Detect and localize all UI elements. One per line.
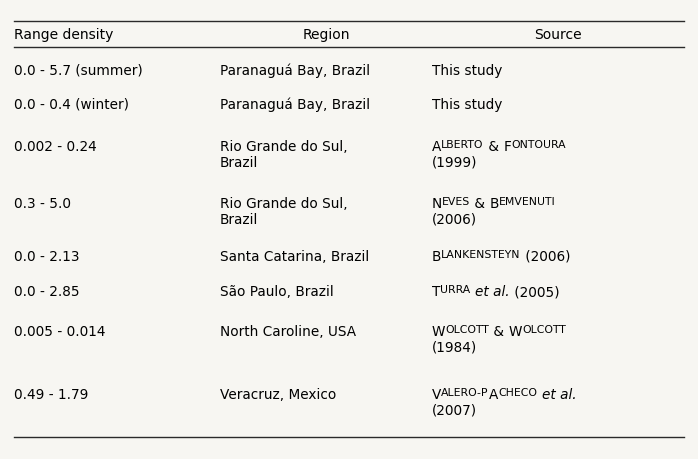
- Text: This study: This study: [432, 98, 503, 112]
- Text: Paranaguá Bay, Brazil: Paranaguá Bay, Brazil: [220, 64, 370, 78]
- Text: Rio Grande do Sul,: Rio Grande do Sul,: [220, 140, 348, 154]
- Text: (2006): (2006): [521, 249, 570, 263]
- Text: et al.: et al.: [542, 387, 577, 401]
- Text: Veracruz, Mexico: Veracruz, Mexico: [220, 387, 336, 401]
- Text: 0.0 - 2.13: 0.0 - 2.13: [14, 249, 80, 263]
- Text: (2005): (2005): [510, 285, 559, 298]
- Text: Rio Grande do Sul,: Rio Grande do Sul,: [220, 196, 348, 211]
- Text: W: W: [432, 325, 445, 338]
- Text: T: T: [432, 285, 440, 298]
- Text: North Caroline, USA: North Caroline, USA: [220, 325, 356, 338]
- Text: Santa Catarina, Brazil: Santa Catarina, Brazil: [220, 249, 369, 263]
- Text: EVES: EVES: [443, 196, 470, 207]
- Text: &: &: [489, 325, 509, 338]
- Text: 0.0 - 2.85: 0.0 - 2.85: [14, 285, 80, 298]
- Text: This study: This study: [432, 64, 503, 78]
- Text: B: B: [490, 196, 499, 211]
- Text: 0.3 - 5.0: 0.3 - 5.0: [14, 196, 71, 211]
- Text: 0.005 - 0.014: 0.005 - 0.014: [14, 325, 105, 338]
- Text: (1984): (1984): [432, 340, 477, 354]
- Text: &: &: [484, 140, 503, 154]
- Text: LBERTO: LBERTO: [441, 140, 484, 150]
- Text: 0.0 - 0.4 (winter): 0.0 - 0.4 (winter): [14, 98, 129, 112]
- Text: A: A: [489, 387, 498, 401]
- Text: Brazil: Brazil: [220, 213, 258, 226]
- Text: LANKENSTEYN: LANKENSTEYN: [441, 249, 521, 259]
- Text: F: F: [503, 140, 511, 154]
- Text: São Paulo, Brazil: São Paulo, Brazil: [220, 285, 334, 298]
- Text: OLCOTT: OLCOTT: [522, 325, 566, 334]
- Text: W: W: [509, 325, 522, 338]
- Text: 0.49 - 1.79: 0.49 - 1.79: [14, 387, 89, 401]
- Text: &: &: [470, 196, 490, 211]
- Text: (1999): (1999): [432, 156, 477, 170]
- Text: 0.002 - 0.24: 0.002 - 0.24: [14, 140, 97, 154]
- Text: Brazil: Brazil: [220, 156, 258, 170]
- Text: Paranaguá Bay, Brazil: Paranaguá Bay, Brazil: [220, 98, 370, 112]
- Text: CHECO: CHECO: [498, 387, 537, 397]
- Text: (2006): (2006): [432, 213, 477, 226]
- Text: (2007): (2007): [432, 403, 477, 417]
- Text: Range density: Range density: [14, 28, 113, 42]
- Text: B: B: [432, 249, 441, 263]
- Text: Region: Region: [302, 28, 350, 42]
- Text: ONTOURA: ONTOURA: [511, 140, 566, 150]
- Text: EMVENUTI: EMVENUTI: [499, 196, 556, 207]
- Text: et al.: et al.: [475, 285, 510, 298]
- Text: N: N: [432, 196, 443, 211]
- Text: A: A: [432, 140, 441, 154]
- Text: Source: Source: [534, 28, 582, 42]
- Text: 0.0 - 5.7 (summer): 0.0 - 5.7 (summer): [14, 64, 143, 78]
- Text: OLCOTT: OLCOTT: [445, 325, 489, 334]
- Text: ALERO-P: ALERO-P: [441, 387, 489, 397]
- Text: URRA: URRA: [440, 285, 470, 294]
- Text: V: V: [432, 387, 441, 401]
